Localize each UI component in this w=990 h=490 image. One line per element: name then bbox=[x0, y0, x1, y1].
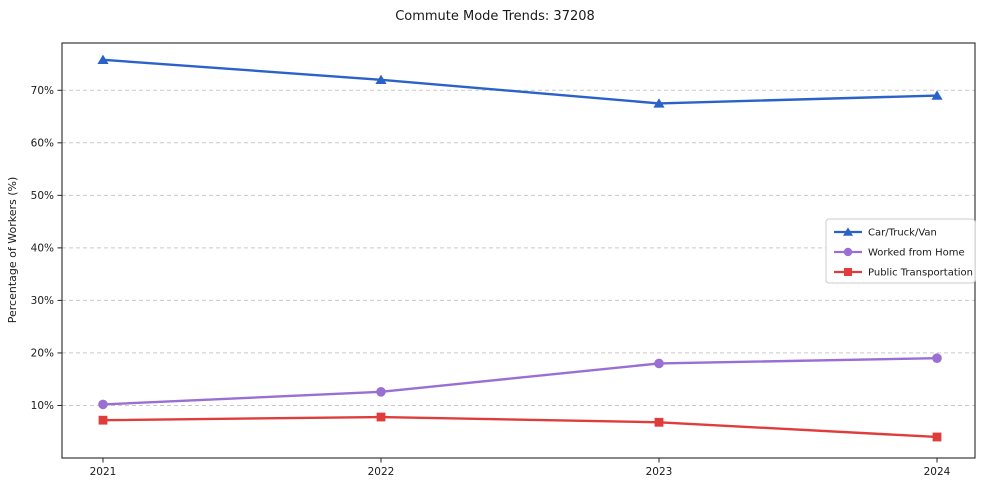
x-axis-ticks: 2021 2022 2023 2024 bbox=[90, 458, 951, 478]
chart-title: Commute Mode Trends: 37208 bbox=[395, 9, 595, 24]
marker-square bbox=[654, 417, 664, 427]
legend-marker-square bbox=[844, 268, 852, 276]
marker-square bbox=[98, 415, 108, 425]
x-tick-label: 2024 bbox=[924, 466, 951, 478]
legend: Car/Truck/Van Worked from Home Public Tran… bbox=[825, 218, 976, 284]
marker-circle bbox=[654, 358, 664, 369]
marker-triangle bbox=[97, 54, 109, 65]
legend-label: Worked from Home bbox=[868, 248, 965, 259]
y-tick-label: 60% bbox=[31, 137, 54, 149]
y-tick-label: 40% bbox=[31, 243, 54, 255]
series-worked-from-home bbox=[98, 353, 942, 410]
legend-item-public-transportation: Public Transportation bbox=[834, 268, 973, 279]
y-axis-ticks: 10% 20% 30% 40% 50% 60% 70% bbox=[31, 85, 62, 412]
series-line bbox=[102, 415, 938, 439]
marker-circle bbox=[932, 353, 942, 363]
legend-marker-circle bbox=[843, 247, 853, 257]
legend-label: Public Transportation bbox=[868, 268, 973, 279]
y-tick-label: 70% bbox=[31, 85, 54, 97]
y-tick-label: 50% bbox=[31, 190, 54, 202]
y-tick-label: 30% bbox=[31, 295, 54, 307]
plot-area bbox=[62, 43, 975, 458]
legend-box bbox=[825, 218, 976, 284]
series-line bbox=[102, 356, 938, 406]
legend-item-worked-from-home: Worked from Home bbox=[834, 248, 965, 259]
x-tick-label: 2023 bbox=[646, 466, 673, 478]
marker-square bbox=[932, 432, 942, 442]
series-line bbox=[102, 58, 938, 105]
x-tick-label: 2022 bbox=[368, 466, 395, 478]
series-public-transportation bbox=[98, 412, 942, 442]
x-tick-label: 2021 bbox=[90, 466, 117, 478]
marker-circle bbox=[98, 399, 108, 410]
legend-label: Car/Truck/Van bbox=[868, 228, 937, 239]
y-tick-label: 20% bbox=[31, 348, 54, 360]
marker-circle bbox=[376, 387, 386, 397]
marker-triangle bbox=[931, 90, 943, 100]
y-tick-label: 10% bbox=[31, 400, 54, 412]
marker-triangle bbox=[653, 98, 665, 108]
marker-square bbox=[376, 412, 386, 422]
legend-marker-triangle bbox=[843, 227, 853, 236]
series-car-truck-van bbox=[97, 54, 943, 108]
marker-triangle bbox=[375, 74, 387, 84]
legend-item-car-truck-van: Car/Truck/Van bbox=[834, 227, 937, 239]
